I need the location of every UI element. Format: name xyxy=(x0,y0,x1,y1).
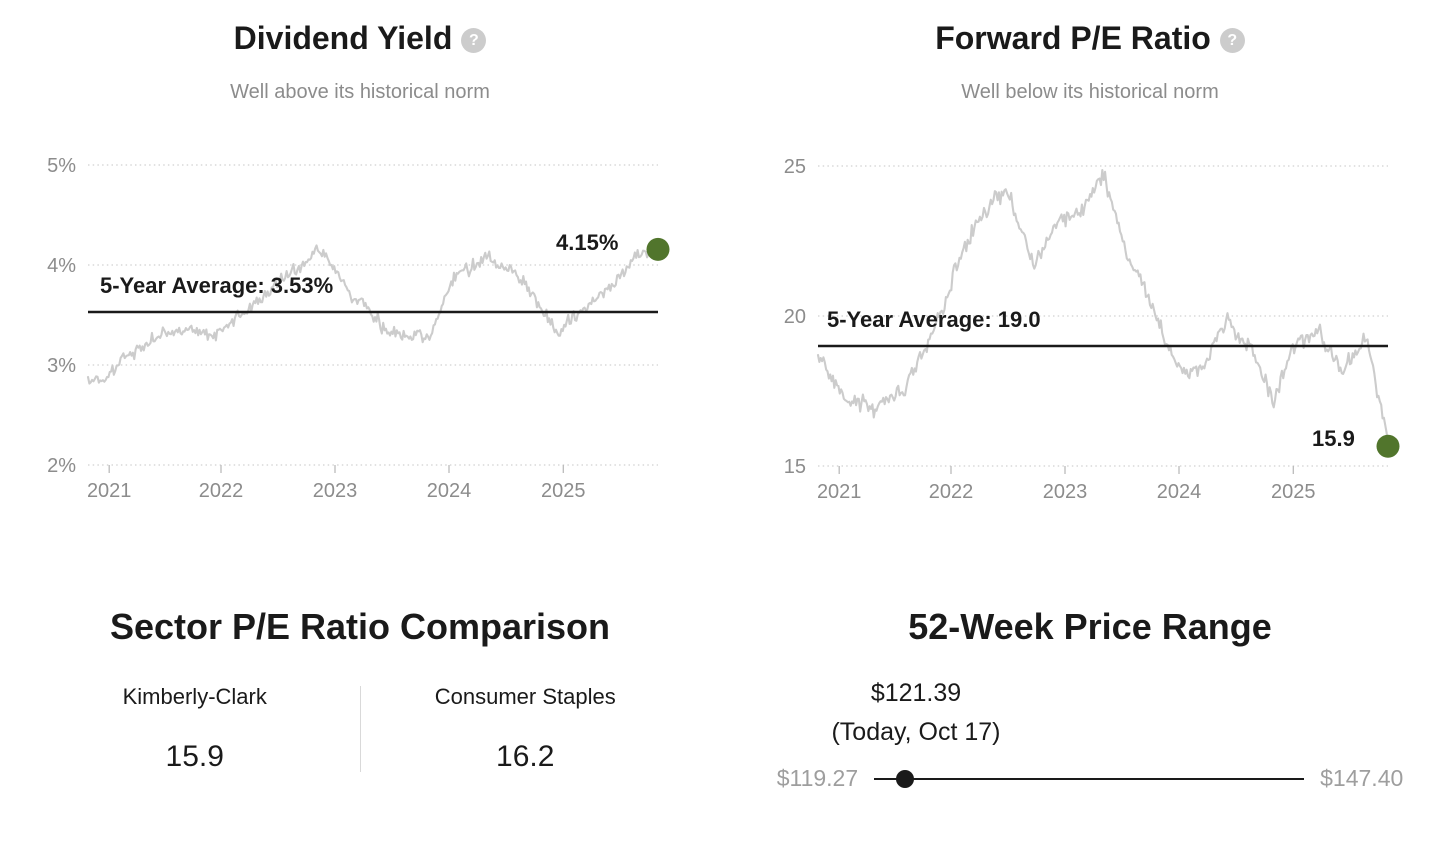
svg-text:2025: 2025 xyxy=(1271,481,1316,503)
svg-text:2%: 2% xyxy=(47,455,76,477)
svg-text:2023: 2023 xyxy=(313,480,358,502)
svg-text:2022: 2022 xyxy=(929,481,974,503)
svg-text:15: 15 xyxy=(784,456,806,478)
svg-text:2024: 2024 xyxy=(427,480,472,502)
svg-text:25: 25 xyxy=(784,156,806,178)
svg-text:20: 20 xyxy=(784,306,806,328)
svg-text:2021: 2021 xyxy=(817,481,862,503)
svg-text:2024: 2024 xyxy=(1157,481,1202,503)
svg-text:3%: 3% xyxy=(47,355,76,377)
svg-text:2021: 2021 xyxy=(87,480,132,502)
svg-text:2023: 2023 xyxy=(1043,481,1088,503)
svg-text:4%: 4% xyxy=(47,255,76,277)
svg-text:2025: 2025 xyxy=(541,480,586,502)
svg-text:5%: 5% xyxy=(47,155,76,177)
svg-text:2022: 2022 xyxy=(199,480,244,502)
